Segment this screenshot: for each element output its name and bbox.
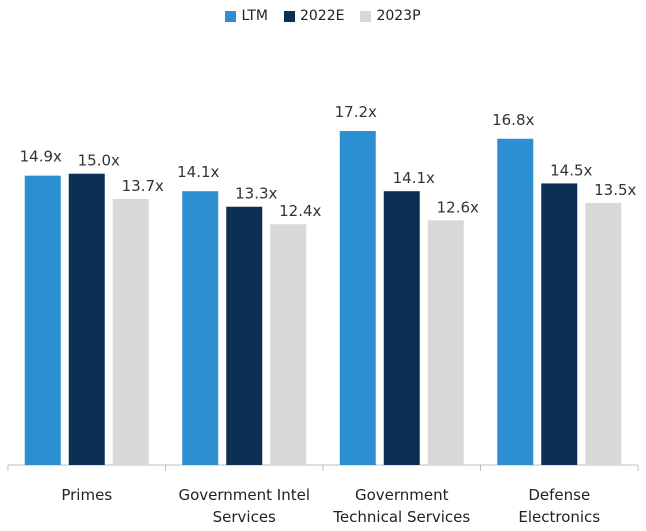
data-label-2023p-3: 13.5x bbox=[594, 181, 636, 199]
bar-ltm-2 bbox=[339, 131, 376, 465]
bar-2023p-3 bbox=[585, 202, 622, 466]
bar-ltm-1 bbox=[182, 191, 219, 465]
data-label-2022e-1: 13.3x bbox=[235, 185, 277, 203]
legend-label-2023p: 2023P bbox=[376, 8, 421, 24]
data-label-2022e-0: 15.0x bbox=[78, 152, 120, 170]
category-label-3: Electronics bbox=[518, 508, 600, 526]
bar-2022e-0 bbox=[68, 173, 105, 465]
bar-2023p-1 bbox=[270, 224, 307, 465]
bar-2022e-3 bbox=[541, 183, 578, 465]
legend: LTM 2022E 2023P bbox=[0, 8, 646, 24]
legend-label-2022e: 2022E bbox=[299, 8, 345, 24]
bar-2022e-2 bbox=[383, 191, 420, 465]
legend-swatch-2023p bbox=[360, 10, 372, 22]
category-label-1: Government Intel bbox=[178, 486, 310, 504]
bar-ltm-3 bbox=[497, 138, 534, 465]
bar-2022e-1 bbox=[226, 206, 263, 466]
data-label-2022e-2: 14.1x bbox=[393, 169, 435, 187]
legend-item-ltm: LTM bbox=[225, 8, 268, 24]
data-label-ltm-3: 16.8x bbox=[492, 111, 534, 129]
bar-ltm-0 bbox=[24, 175, 61, 466]
category-label-1: Services bbox=[213, 508, 276, 526]
legend-item-2023p: 2023P bbox=[360, 8, 421, 24]
data-label-ltm-0: 14.9x bbox=[20, 148, 62, 166]
data-label-ltm-1: 14.1x bbox=[177, 163, 219, 181]
bar-2023p-0 bbox=[112, 198, 149, 465]
data-label-ltm-2: 17.2x bbox=[335, 103, 377, 121]
bar-2023p-2 bbox=[427, 220, 464, 465]
legend-item-2022e: 2022E bbox=[283, 8, 345, 24]
category-label-0: Primes bbox=[61, 486, 112, 504]
category-label-3: Defense bbox=[528, 486, 590, 504]
data-label-2022e-3: 14.5x bbox=[550, 161, 592, 179]
data-label-2023p-0: 13.7x bbox=[122, 177, 164, 195]
legend-swatch-2022e bbox=[283, 10, 295, 22]
category-label-2: Technical Services bbox=[332, 508, 470, 526]
data-label-2023p-2: 12.6x bbox=[437, 198, 479, 216]
category-label-2: Government bbox=[355, 486, 449, 504]
legend-swatch-ltm bbox=[225, 10, 237, 22]
legend-label-ltm: LTM bbox=[241, 8, 268, 24]
data-label-2023p-1: 12.4x bbox=[279, 202, 321, 220]
